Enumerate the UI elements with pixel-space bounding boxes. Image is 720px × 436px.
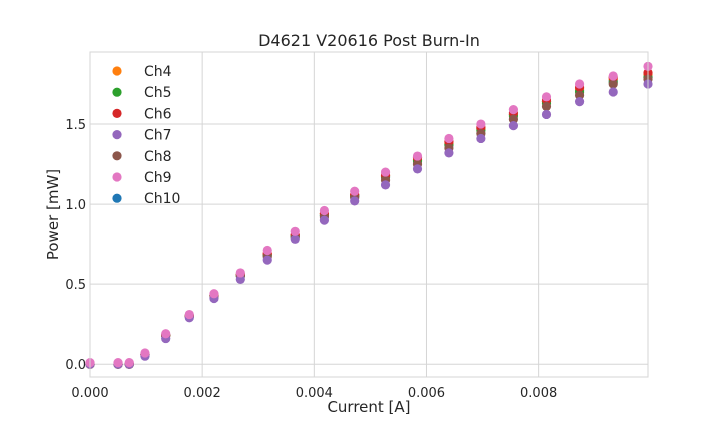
data-point-ch9 (124, 357, 134, 368)
data-point-ch9 (574, 79, 585, 89)
data-point-ch9 (209, 289, 219, 299)
legend-marker-ch6 (112, 108, 122, 118)
legend-label-ch5: Ch5 (144, 85, 172, 101)
data-point-ch7 (508, 121, 519, 131)
data-point-ch7 (319, 215, 330, 225)
y-tick-label: 1.0 (65, 198, 86, 213)
legend-marker-ch4 (112, 66, 122, 76)
legend-marker-ch5 (112, 87, 122, 97)
legend-label-ch7: Ch7 (144, 128, 172, 144)
legend-label-ch9: Ch9 (144, 170, 172, 186)
data-point-ch8 (541, 101, 552, 112)
x-tick-label: 0.002 (184, 386, 221, 401)
data-point-ch9 (444, 133, 454, 144)
data-point-ch9 (161, 329, 171, 339)
data-point-ch7 (444, 148, 454, 158)
data-point-ch7 (476, 133, 486, 144)
legend-marker-ch9 (112, 172, 122, 182)
data-point-ch9 (184, 309, 194, 320)
plot-area (90, 52, 648, 377)
data-point-ch7 (608, 87, 618, 97)
data-point-ch9 (290, 226, 300, 236)
legend-marker-ch10 (112, 193, 122, 203)
x-tick-label: 0.006 (408, 386, 445, 401)
data-point-ch9 (541, 92, 552, 102)
data-point-ch9 (262, 245, 272, 256)
data-point-ch9 (235, 268, 245, 278)
data-point-ch9 (350, 186, 360, 196)
data-point-ch7 (290, 234, 300, 244)
data-point-ch8 (608, 79, 618, 89)
data-point-ch9 (412, 151, 423, 161)
data-point-ch8 (508, 114, 519, 124)
data-point-ch8 (574, 90, 585, 100)
axes: 0.000 0.002 0.004 0.006 0.008 0.0 0.5 1.0 1.5 (65, 51, 649, 401)
legend-marker-ch7 (112, 130, 122, 140)
x-tick-label: 0.004 (296, 386, 333, 401)
data-point-ch7 (412, 164, 423, 174)
data-point-ch7 (350, 196, 360, 206)
legend-label-ch8: Ch8 (144, 149, 172, 165)
data-point-ch9 (608, 71, 618, 81)
y-tick-label: 0.5 (65, 278, 86, 293)
data-point-ch9 (476, 119, 486, 129)
data-point-ch7 (541, 109, 552, 120)
data-point-ch9 (380, 167, 391, 177)
x-tick-label: 0.008 (520, 386, 557, 401)
data-point-ch9 (113, 357, 123, 368)
y-tick-label: 1.5 (65, 118, 86, 133)
data-point-ch9 (319, 205, 330, 216)
x-tick-label: 0.000 (71, 386, 108, 401)
data-point-ch7 (380, 180, 391, 190)
data-point-ch7 (262, 255, 272, 265)
data-point-ch7 (235, 274, 245, 284)
y-tick-label: 0.0 (65, 358, 86, 373)
data-point-ch7 (574, 97, 585, 107)
grid-lines (89, 52, 648, 377)
data-point-ch9 (508, 105, 519, 115)
legend-marker-ch8 (112, 151, 122, 161)
legend: Ch4 Ch5 Ch6 Ch7 Ch8 Ch9 Ch10 (112, 64, 180, 207)
legend-label-ch6: Ch6 (144, 106, 172, 122)
x-axis-label: Current [A] (327, 398, 410, 416)
y-axis-label: Power [mW] (44, 169, 62, 260)
plot-frame (89, 51, 649, 378)
legend-label-ch4: Ch4 (144, 64, 172, 80)
legend-label-ch10: Ch10 (144, 191, 180, 207)
chart-title: D4621 V20616 Post Burn-In (258, 31, 480, 50)
data-point-ch9 (140, 348, 150, 358)
